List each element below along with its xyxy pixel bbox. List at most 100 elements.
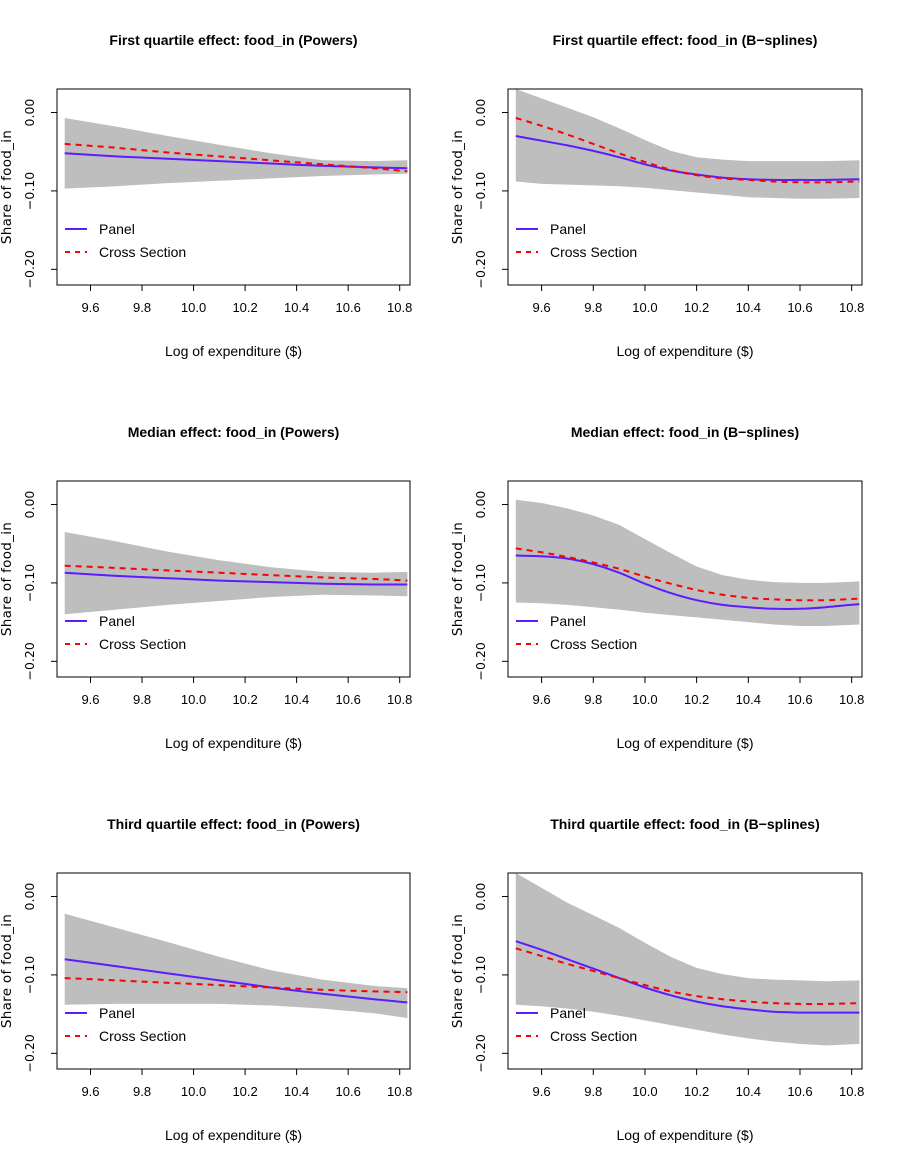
x-tick-label: 10.8 [839,692,864,707]
confidence-band [64,913,408,1018]
x-tick-label: 9.6 [81,1084,99,1099]
x-tick-label: 9.8 [584,1084,602,1099]
y-tick-label: −0.10 [22,956,37,994]
y-tick-label: −0.20 [473,250,488,288]
y-tick-label: 0.00 [22,883,37,911]
x-tick-label: 9.8 [133,300,151,315]
chart-panel-4: Median effect: food_in (B−splines) 9.6 9.8… [450,424,864,751]
legend: Panel Cross Section [516,221,637,260]
legend-panel-label: Panel [550,1005,586,1021]
panel-line [64,571,408,586]
panel-line [515,554,860,611]
x-tick-label: 10.4 [284,300,309,315]
x-tick-label: 9.6 [533,1084,551,1099]
x-tick-label: 10.2 [684,300,709,315]
legend-cross-section-label: Cross Section [99,636,186,652]
x-tick-label: 9.6 [81,300,99,315]
y-tick-label: −0.20 [473,642,488,680]
y-tick-label: −0.10 [473,956,488,994]
x-tick-label: 10.2 [232,300,257,315]
y-axis-label: Share of food_in [0,130,15,244]
chart-panel-1: First quartile effect: food_in (Powers) 9… [0,32,412,359]
legend-panel-label: Panel [550,613,586,629]
x-tick-label: 10.4 [736,1084,761,1099]
x-tick-label: 10.0 [181,300,206,315]
legend-panel-label: Panel [99,1005,135,1021]
x-axis-label: Log of expenditure ($) [617,735,754,751]
x-axis-label: Log of expenditure ($) [617,343,754,359]
y-tick-label: 0.00 [473,99,488,127]
x-tick-label: 10.6 [336,1084,361,1099]
x-tick-label: 10.0 [181,692,206,707]
y-tick-label: 0.00 [473,491,488,519]
y-tick-label: −0.20 [473,1034,488,1072]
chart-title: First quartile effect: food_in (B−spline… [553,32,818,48]
x-tick-label: 10.6 [336,692,361,707]
x-axis-label: Log of expenditure ($) [165,735,302,751]
y-axis-label: Share of food_in [450,130,466,244]
x-tick-label: 10.2 [684,1084,709,1099]
legend-cross-section-label: Cross Section [550,244,637,260]
y-tick-label: 0.00 [22,99,37,127]
x-axis-label: Log of expenditure ($) [617,1127,754,1143]
chart-panel-6: Third quartile effect: food_in (B−spline… [450,816,864,1143]
legend-cross-section-label: Cross Section [99,244,186,260]
x-tick-label: 10.6 [787,300,812,315]
legend: Panel Cross Section [65,1005,186,1044]
x-tick-label: 9.6 [533,692,551,707]
x-tick-label: 10.6 [787,1084,812,1099]
confidence-band [64,118,408,189]
x-tick-label: 9.8 [584,300,602,315]
y-axis-label: Share of food_in [450,914,466,1028]
y-tick-label: 0.00 [22,491,37,519]
y-tick-label: −0.20 [22,642,37,680]
x-tick-label: 9.6 [533,300,551,315]
cross-section-line [515,547,860,602]
legend-panel-label: Panel [99,221,135,237]
y-axis-label: Share of food_in [450,522,466,636]
x-tick-label: 10.0 [632,692,657,707]
legend: Panel Cross Section [65,221,186,260]
y-axis-label: Share of food_in [0,522,15,636]
y-tick-label: −0.10 [473,172,488,210]
legend-cross-section-label: Cross Section [99,1028,186,1044]
x-tick-label: 10.4 [736,692,761,707]
y-tick-label: −0.20 [22,250,37,288]
legend-panel-label: Panel [99,613,135,629]
x-tick-label: 10.0 [632,1084,657,1099]
x-tick-label: 9.8 [584,692,602,707]
plot-frame [507,480,863,678]
confidence-band [515,499,860,626]
x-tick-label: 9.8 [133,1084,151,1099]
cross-section-line [64,564,408,582]
plot-frame [507,872,863,1070]
x-axis-label: Log of expenditure ($) [165,343,302,359]
legend-panel-label: Panel [550,221,586,237]
plot-frame [56,872,411,1070]
x-tick-label: 10.4 [736,300,761,315]
x-tick-label: 10.4 [284,692,309,707]
x-tick-label: 9.8 [133,692,151,707]
chart-title: Median effect: food_in (Powers) [128,424,340,440]
y-tick-label: −0.20 [22,1034,37,1072]
legend: Panel Cross Section [516,1005,637,1044]
y-tick-label: 0.00 [473,883,488,911]
x-tick-label: 10.8 [387,692,412,707]
legend-cross-section-label: Cross Section [550,636,637,652]
legend-cross-section-label: Cross Section [550,1028,637,1044]
x-tick-label: 10.0 [632,300,657,315]
x-tick-label: 10.6 [336,300,361,315]
x-tick-label: 10.2 [684,692,709,707]
x-tick-label: 10.2 [232,1084,257,1099]
panel-line [64,152,408,170]
cross-section-line [64,977,408,994]
x-tick-label: 10.8 [387,300,412,315]
y-tick-label: −0.10 [22,564,37,602]
chart-title: First quartile effect: food_in (Powers) [109,32,357,48]
x-tick-label: 10.8 [839,300,864,315]
chart-title: Median effect: food_in (B−splines) [571,424,799,440]
y-tick-label: −0.10 [22,172,37,210]
x-tick-label: 10.6 [787,692,812,707]
cross-section-line [64,142,408,173]
